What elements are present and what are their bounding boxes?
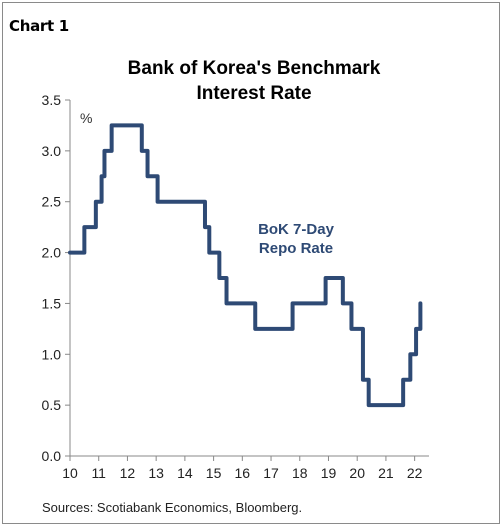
x-tick-label: 10 bbox=[62, 465, 78, 481]
series-label-line-1: BoK 7-Day bbox=[258, 221, 335, 238]
y-tick-label: 3.5 bbox=[42, 92, 62, 108]
x-tick-label: 13 bbox=[148, 465, 164, 481]
x-tick-label: 18 bbox=[292, 465, 308, 481]
chart-title-line-1: Bank of Korea's Benchmark bbox=[128, 58, 381, 79]
axes: 0.0 0.5 1.0 1.5 2.0 2.5 3.0 3.5 10 11 12 13 14 15 16 17… bbox=[42, 92, 429, 481]
y-tick-label: 1.0 bbox=[42, 346, 62, 362]
chart-title-line-2: Interest Rate bbox=[196, 83, 311, 104]
y-tick-label: 1.5 bbox=[42, 295, 62, 311]
x-tick-label: 12 bbox=[120, 465, 136, 481]
x-tick-label: 22 bbox=[407, 465, 423, 481]
y-tick-label: 2.0 bbox=[42, 245, 62, 261]
unit-label: % bbox=[80, 110, 92, 126]
source-note: Sources: Scotiabank Economics, Bloomberg… bbox=[42, 500, 303, 515]
y-tick-label: 2.5 bbox=[42, 194, 62, 210]
x-tick-label: 19 bbox=[321, 465, 337, 481]
x-tick-label: 15 bbox=[206, 465, 222, 481]
y-tick-label: 0.5 bbox=[42, 397, 62, 413]
series-group bbox=[68, 123, 423, 408]
chart-number-label: Chart 1 bbox=[9, 17, 69, 35]
x-tick-label: 20 bbox=[349, 465, 365, 481]
x-tick-label: 17 bbox=[263, 465, 279, 481]
x-tick-label: 21 bbox=[378, 465, 394, 481]
x-tick-label: 14 bbox=[177, 465, 193, 481]
y-tick-label: 3.0 bbox=[42, 143, 62, 159]
chart-frame bbox=[2, 2, 500, 524]
y-tick-label: 0.0 bbox=[42, 448, 62, 464]
x-tick-label: 11 bbox=[91, 465, 106, 481]
series-label-line-2: Repo Rate bbox=[259, 240, 333, 257]
series-line-bok-7-day-repo-rate bbox=[68, 123, 423, 408]
x-tick-label: 16 bbox=[235, 465, 251, 481]
